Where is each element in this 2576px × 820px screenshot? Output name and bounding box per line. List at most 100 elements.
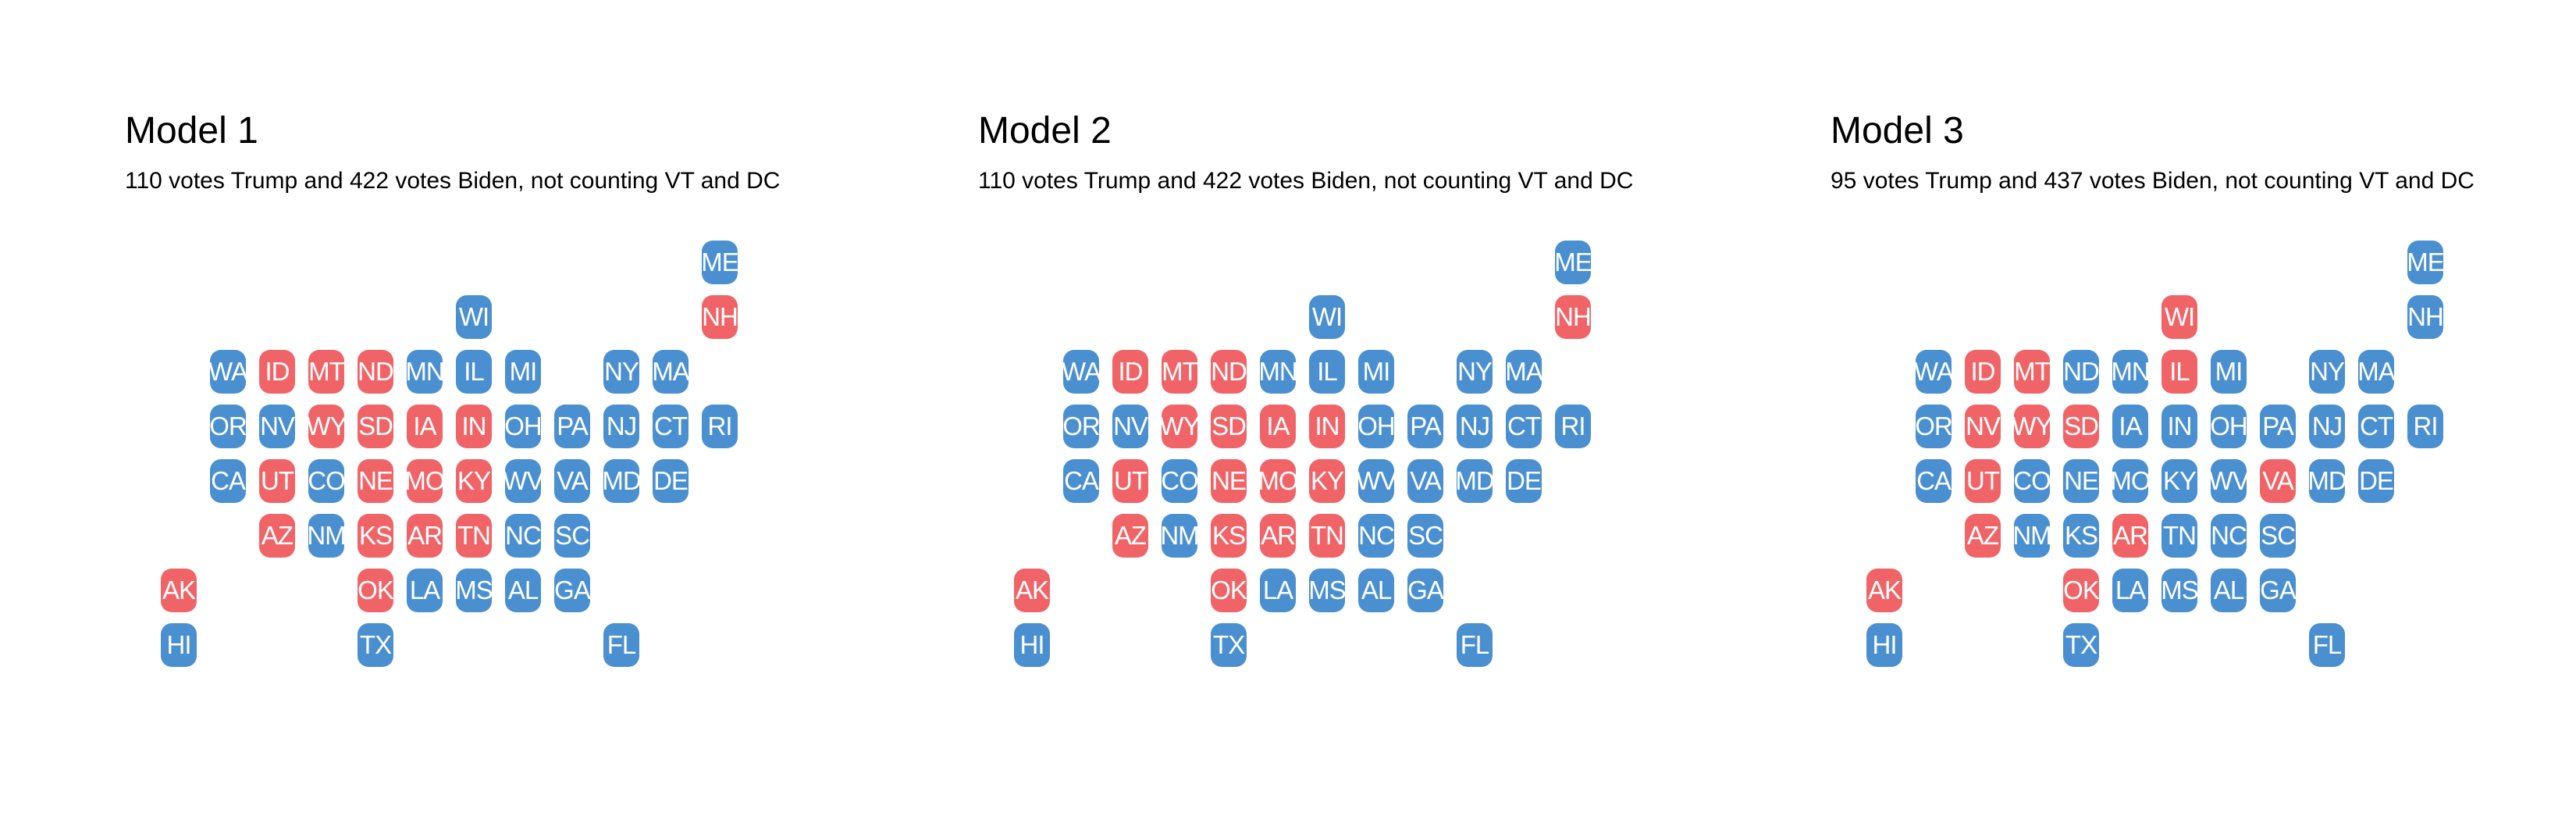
- state-tile-pa: PA: [2260, 405, 2296, 448]
- state-code-label: DE: [1507, 466, 1542, 495]
- state-tile-de: DE: [2358, 459, 2394, 503]
- state-tile-wa: WA: [1062, 350, 1101, 394]
- state-tile-oh: OH: [2210, 405, 2248, 448]
- state-tile-mi: MI: [505, 350, 541, 394]
- state-tile-mi: MI: [1358, 350, 1394, 394]
- state-tile-ca: CA: [210, 459, 246, 503]
- state-code-label: MI: [509, 357, 538, 386]
- state-tile-ga: GA: [1407, 569, 1444, 612]
- state-code-label: LA: [1262, 576, 1293, 604]
- state-code-label: WA: [1062, 357, 1101, 386]
- state-code-label: MN: [1258, 357, 1297, 386]
- state-code-label: CA: [1064, 466, 1099, 495]
- state-tile-in: IN: [456, 405, 492, 448]
- state-tile-ne: NE: [1211, 459, 1247, 503]
- state-code-label: NE: [2064, 466, 2099, 495]
- state-tile-mo: MO: [2110, 459, 2151, 503]
- state-tile-hi: HI: [1866, 623, 1902, 667]
- state-code-label: AK: [162, 576, 196, 604]
- state-tile-ms: MS: [2161, 569, 2199, 612]
- state-tile-ri: RI: [2407, 405, 2443, 448]
- state-code-label: NV: [260, 412, 295, 440]
- state-tile-ok: OK: [2063, 569, 2100, 612]
- state-tile-wv: WV: [503, 459, 544, 503]
- state-code-label: TN: [457, 521, 491, 550]
- state-code-label: NY: [2310, 357, 2345, 386]
- state-code-label: WA: [208, 357, 248, 386]
- state-code-label: FL: [2312, 630, 2343, 659]
- state-tile-ct: CT: [1506, 405, 1542, 448]
- state-tile-fl: FL: [603, 623, 639, 667]
- state-tile-ny: NY: [603, 350, 639, 394]
- state-code-label: DE: [653, 466, 688, 495]
- state-code-label: MA: [2357, 357, 2395, 386]
- state-code-label: KY: [457, 466, 491, 495]
- state-code-label: HI: [1872, 630, 1898, 659]
- state-code-label: ID: [1118, 357, 1144, 386]
- state-code-label: LA: [2115, 576, 2146, 604]
- state-tile-az: AZ: [1965, 514, 2001, 558]
- state-code-label: IN: [461, 412, 487, 440]
- state-tile-ma: MA: [2357, 350, 2396, 394]
- state-code-label: IL: [2169, 357, 2190, 386]
- state-tile-nd: ND: [2063, 350, 2100, 394]
- state-code-label: MN: [2111, 357, 2150, 386]
- state-code-label: IA: [1266, 412, 1290, 440]
- state-tile-wi: WI: [456, 295, 492, 339]
- state-tile-ar: AR: [2112, 514, 2148, 558]
- state-code-label: WA: [1914, 357, 1954, 386]
- state-tile-nh: NH: [1555, 295, 1592, 339]
- state-tile-sc: SC: [554, 514, 590, 558]
- state-tile-ar: AR: [1260, 514, 1296, 558]
- state-tile-in: IN: [1309, 405, 1345, 448]
- state-code-label: AR: [2113, 521, 2148, 550]
- state-code-label: NH: [702, 302, 738, 331]
- state-code-label: MI: [1362, 357, 1391, 386]
- state-tile-wi: WI: [2161, 295, 2197, 339]
- state-code-label: ME: [1554, 248, 1592, 276]
- state-code-label: OH: [2210, 412, 2247, 440]
- state-code-label: MT: [1162, 357, 1198, 386]
- state-tile-or: OR: [1062, 405, 1101, 448]
- state-code-label: PA: [557, 412, 589, 440]
- state-tile-ky: KY: [2161, 459, 2197, 503]
- state-tile-me: ME: [1554, 241, 1592, 284]
- state-code-label: IL: [1317, 357, 1338, 386]
- state-tile-mn: MN: [405, 350, 445, 394]
- state-code-label: MT: [2014, 357, 2051, 386]
- state-tile-al: AL: [1358, 569, 1394, 612]
- state-tile-ks: KS: [358, 514, 393, 558]
- state-code-label: KS: [2064, 521, 2098, 550]
- state-code-label: CO: [308, 466, 345, 495]
- state-code-label: NC: [2211, 521, 2247, 550]
- state-code-label: OH: [1357, 412, 1395, 440]
- panel-subtitle: 95 votes Trump and 437 votes Biden, not …: [1831, 168, 2475, 194]
- state-tile-sd: SD: [1211, 405, 1247, 448]
- state-tile-ut: UT: [1112, 459, 1148, 503]
- state-tile-mn: MN: [1258, 350, 1298, 394]
- state-tile-tx: TX: [1211, 623, 1247, 667]
- state-code-label: DE: [2359, 466, 2394, 495]
- state-code-label: VA: [1410, 466, 1442, 495]
- state-tile-nv: NV: [1965, 405, 2001, 448]
- state-code-label: AZ: [1966, 521, 1999, 550]
- state-code-label: RI: [2413, 412, 2439, 440]
- state-code-label: NE: [1212, 466, 1247, 495]
- state-code-label: NH: [2407, 302, 2444, 331]
- state-code-label: HI: [166, 630, 192, 659]
- state-tile-ma: MA: [652, 350, 690, 394]
- state-tile-ca: CA: [1063, 459, 1099, 503]
- state-code-label: AR: [407, 521, 443, 550]
- state-tile-id: ID: [259, 350, 295, 394]
- state-tile-or: OR: [1915, 405, 1953, 448]
- state-code-label: KS: [1212, 521, 1246, 550]
- state-code-label: MS: [2161, 576, 2198, 604]
- state-tile-va: VA: [2260, 459, 2296, 503]
- panel-subtitle: 110 votes Trump and 422 votes Biden, not…: [978, 168, 1634, 194]
- state-tile-hi: HI: [1014, 623, 1050, 667]
- state-tile-sc: SC: [1407, 514, 1443, 558]
- state-tile-il: IL: [1309, 350, 1345, 394]
- state-tile-il: IL: [2161, 350, 2197, 394]
- state-code-label: CO: [2013, 466, 2051, 495]
